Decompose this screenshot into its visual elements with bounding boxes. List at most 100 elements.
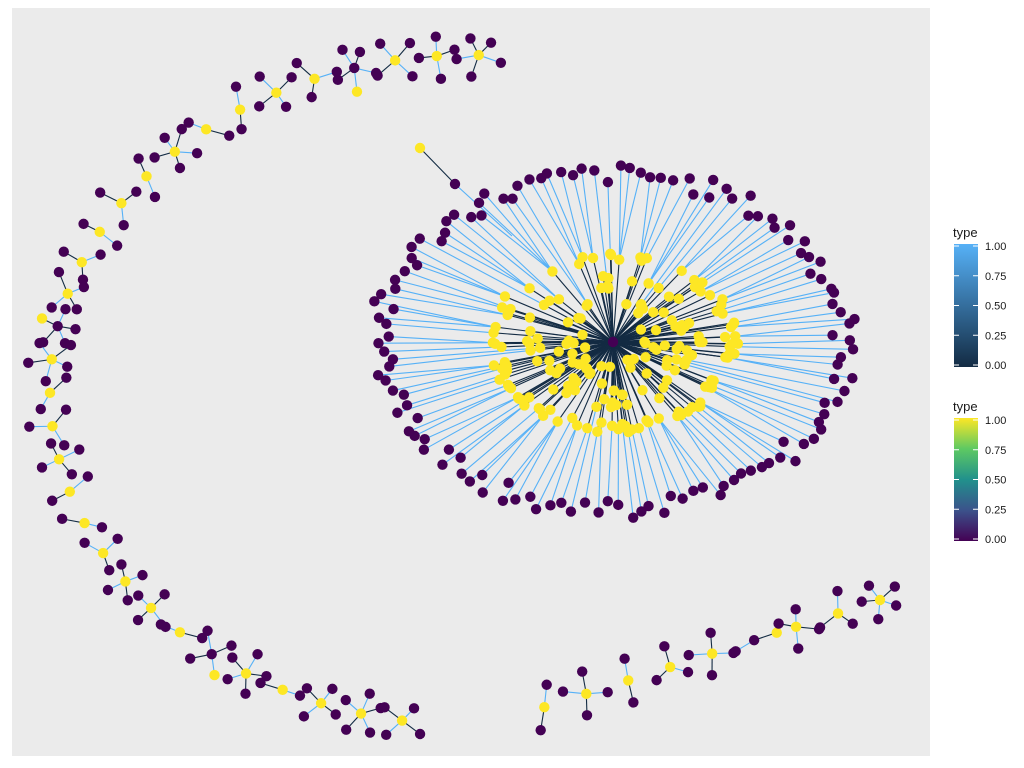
outer-edge (722, 256, 810, 300)
hub-edge (595, 341, 614, 407)
outer-edge (560, 427, 588, 503)
inner-leaf-node (561, 338, 572, 350)
outer-leaf-node (510, 494, 521, 505)
outer-edge (641, 180, 674, 261)
inner-leaf-node (596, 378, 608, 389)
satellite-leaf-node (327, 683, 338, 695)
satellite-leaf-node (74, 444, 85, 455)
satellite-center-node (234, 104, 246, 115)
inner-leaf-node (553, 346, 564, 357)
satellite-leaf-node (332, 74, 344, 86)
outer-edge (535, 425, 578, 510)
inner-leaf-node (694, 336, 705, 348)
satellite-leaf-node (104, 564, 115, 576)
outer-leaf-node (390, 283, 401, 295)
inner-leaf-node (496, 302, 508, 313)
outer-leaf-node (828, 287, 840, 298)
inner-leaf-node (719, 331, 731, 343)
inner-leaf-node (676, 265, 687, 277)
outer-edge (722, 288, 832, 315)
inner-leaf-node (551, 368, 562, 379)
inner-leaf-node (489, 338, 501, 350)
outer-leaf-node (567, 169, 579, 181)
satellite-leaf-node (61, 372, 72, 383)
satellite-leaf-node (495, 57, 507, 69)
outer-edge (560, 171, 584, 258)
outer-leaf-node (805, 268, 816, 279)
outer-leaf-node (832, 396, 843, 408)
outer-edge (676, 358, 838, 403)
satellite-leaf-node (364, 688, 375, 699)
satellite-leaf-node (354, 46, 366, 58)
legend-tick-label: 0.50 (985, 301, 1006, 313)
legend-tick-label: 0.25 (985, 504, 1006, 516)
outer-leaf-node (455, 452, 466, 463)
outer-leaf-node (819, 397, 830, 409)
outer-edge (444, 232, 530, 289)
outer-edge (691, 406, 763, 468)
satellite-leaf-node (705, 627, 716, 638)
inner-leaf-node (614, 254, 625, 265)
outer-edge (684, 363, 825, 404)
outer-leaf-node (602, 176, 614, 188)
outer-edge (676, 415, 735, 481)
satellite-center-node (623, 675, 634, 686)
outer-edge (631, 429, 650, 507)
satellite-leaf-node (404, 37, 416, 49)
inner-leaf-node (592, 426, 603, 437)
satellite-center-node (665, 661, 676, 673)
satellite-leaf-node (183, 117, 194, 128)
inner-leaf-node (722, 352, 733, 363)
inner-leaf-node (621, 399, 633, 410)
outer-leaf-node (477, 469, 488, 481)
satellite-center-node (76, 256, 87, 268)
outer-edge (702, 224, 791, 283)
outer-edge (514, 421, 559, 500)
satellite-leaf-node (230, 81, 242, 92)
hub-edge (549, 341, 614, 411)
outer-edge (693, 215, 759, 281)
satellite-leaf-node (449, 44, 460, 55)
satellite-leaf-node (847, 618, 858, 629)
hub-edge (612, 341, 624, 395)
satellite-leaf-node (485, 37, 497, 48)
outer-edge (424, 396, 519, 440)
satellite-leaf-node (856, 596, 867, 607)
inner-leaf-node (643, 278, 654, 289)
outer-leaf-node (437, 459, 448, 470)
satellite-leaf-node (364, 727, 376, 738)
outer-leaf-node (613, 499, 624, 511)
satellite-leaf-node (116, 559, 127, 570)
outer-edge (618, 165, 622, 260)
satellite-leaf-node (535, 724, 546, 736)
chain-end-node (414, 142, 426, 154)
outer-edge (713, 380, 825, 415)
outer-leaf-node (524, 174, 535, 185)
inner-leaf-node (524, 283, 535, 294)
satellite-leaf-node (36, 313, 48, 324)
inner-leaf-node (626, 424, 638, 435)
outer-edge (700, 402, 784, 443)
satellite-center-node (706, 648, 718, 659)
outer-leaf-node (479, 188, 490, 199)
outer-edge (529, 417, 573, 497)
outer-edge (686, 359, 845, 392)
hub-edge (612, 341, 706, 388)
outer-edge (419, 238, 545, 306)
satellite-leaf-node (155, 619, 167, 630)
node-layer (23, 31, 902, 741)
inner-leaf-node (503, 381, 515, 393)
hub-edge (587, 303, 614, 343)
outer-leaf-node (756, 461, 768, 473)
outer-leaf-node (828, 373, 840, 385)
satellite-leaf-node (773, 618, 784, 629)
satellite-center-node (52, 321, 63, 332)
satellite-leaf-node (581, 710, 593, 721)
satellite-leaf-node (414, 728, 426, 740)
satellite-center-node (64, 486, 76, 497)
satellite-center-node (53, 454, 65, 465)
outer-edge (478, 202, 553, 272)
outer-leaf-node (707, 174, 719, 186)
satellite-center-node (206, 648, 217, 660)
outer-leaf-node (556, 497, 567, 508)
